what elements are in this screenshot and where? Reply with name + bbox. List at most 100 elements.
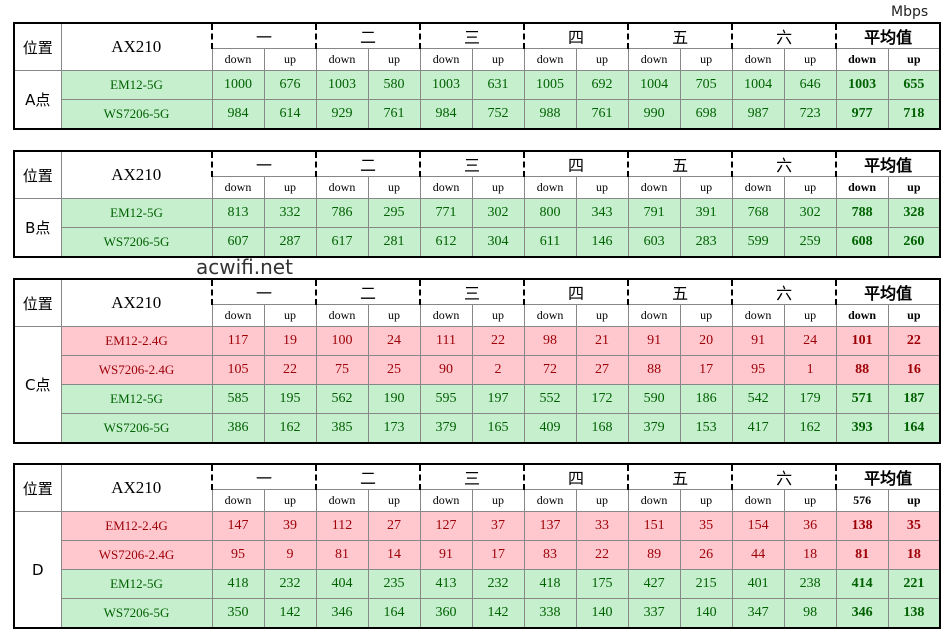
data-table: 位置 AX210 一二三四五六平均值 down up down up down up down up… <box>13 22 942 130</box>
value-cell: 409 <box>523 413 577 444</box>
value-cell: 552 <box>523 384 577 414</box>
value-cell: 146 <box>575 227 629 258</box>
group-header: 平均值 <box>835 150 942 177</box>
value-cell: 89 <box>627 540 681 570</box>
subheader: down <box>627 489 681 512</box>
subheader: down <box>835 304 889 327</box>
value-cell: 611 <box>523 227 577 258</box>
subheader: up <box>783 176 837 199</box>
subheader: down <box>523 489 577 512</box>
value-cell: 140 <box>575 598 629 629</box>
value-cell: 617 <box>315 227 369 258</box>
subheader: up <box>367 489 421 512</box>
value-cell: 287 <box>263 227 317 258</box>
value-cell: 929 <box>315 99 369 130</box>
value-cell: 259 <box>783 227 837 258</box>
value-cell: 138 <box>887 598 941 629</box>
group-header: 一 <box>210 278 318 305</box>
group-header: 五 <box>627 463 734 490</box>
value-cell: 9 <box>263 540 317 570</box>
subheader: up <box>887 48 941 71</box>
value-cell: 24 <box>367 326 421 356</box>
subheader: up <box>575 489 629 512</box>
value-cell: 1 <box>783 355 837 385</box>
subheader: up <box>263 304 317 327</box>
value-cell: 347 <box>731 598 785 629</box>
subheader: up <box>471 176 525 199</box>
device: WS7206-5G <box>60 99 213 130</box>
value-cell: 190 <box>367 384 421 414</box>
value-cell: 162 <box>263 413 317 444</box>
value-cell: 1000 <box>211 70 265 100</box>
value-cell: 813 <box>211 198 265 228</box>
subheader-row: down up down up down up down up down up down up down… <box>14 176 941 199</box>
value-cell: 676 <box>263 70 317 100</box>
value-cell: 404 <box>315 569 369 599</box>
value-cell: 260 <box>887 227 941 258</box>
value-cell: 44 <box>731 540 785 570</box>
data-row: A点 EM12-5G 1000 676 1003 580 1003 631 1005 692 100… <box>13 70 941 130</box>
value-cell: 98 <box>783 598 837 629</box>
value-cell: 698 <box>679 99 733 130</box>
subheader: up <box>367 48 421 71</box>
value-cell: 580 <box>367 70 421 100</box>
subheader: down <box>315 304 369 327</box>
group-header: 二 <box>315 22 422 49</box>
value-cell: 752 <box>471 99 525 130</box>
group-header: 六 <box>731 150 838 177</box>
value-cell: 418 <box>211 569 265 599</box>
group-header: 三 <box>419 278 526 305</box>
subheader-row: down up down up down up down up down up down up down… <box>14 48 941 71</box>
value-cell: 295 <box>367 198 421 228</box>
value-cell: 27 <box>575 355 629 385</box>
value-cell: 172 <box>575 384 629 414</box>
location: C点 <box>13 326 62 444</box>
subheader: down <box>627 304 681 327</box>
data-row: WS7206-5G 984 614 929 761 984 752 988 761 990 698 9… <box>14 99 941 130</box>
subheader: down <box>627 176 681 199</box>
header-row: 位置 AX210 一二三四五六平均值 <box>13 463 942 512</box>
subheader: down <box>419 176 473 199</box>
group-header: 五 <box>627 278 734 305</box>
value-cell: 162 <box>783 413 837 444</box>
subheader: down <box>627 48 681 71</box>
data-row: D EM12-2.4G 147 39 112 27 127 37 137 33 151 35 154 36… <box>13 511 941 629</box>
data-row: C点 EM12-2.4G 117 19 100 24 111 22 98 21 91 20 91 24 10… <box>13 326 941 444</box>
group-header: 二 <box>315 278 422 305</box>
value-cell: 33 <box>575 511 629 541</box>
value-cell: 595 <box>419 384 473 414</box>
subheader: down <box>211 489 265 512</box>
value-cell: 2 <box>471 355 525 385</box>
value-cell: 173 <box>367 413 421 444</box>
value-cell: 37 <box>471 511 525 541</box>
value-cell: 88 <box>835 355 889 385</box>
subheader: down <box>835 176 889 199</box>
value-cell: 22 <box>471 326 525 356</box>
group-header: 平均值 <box>835 278 942 305</box>
value-cell: 761 <box>575 99 629 130</box>
value-cell: 786 <box>315 198 369 228</box>
subheader: down <box>211 176 265 199</box>
value-cell: 16 <box>887 355 941 385</box>
value-cell: 413 <box>419 569 473 599</box>
value-cell: 655 <box>887 70 941 100</box>
location-header: 位置 <box>13 150 62 199</box>
data-row: WS7206-5G 386 162 385 173 379 165 409 168 379 153 4… <box>14 413 941 444</box>
value-cell: 1004 <box>627 70 681 100</box>
value-cell: 692 <box>575 70 629 100</box>
value-cell: 105 <box>211 355 265 385</box>
subheader: up <box>679 304 733 327</box>
value-cell: 111 <box>419 326 473 356</box>
value-cell: 91 <box>419 540 473 570</box>
subheader: down <box>835 48 889 71</box>
group-header: 三 <box>419 150 526 177</box>
location-header: 位置 <box>13 278 62 327</box>
subheader-row: down up down up down up down up down up down up down… <box>14 304 941 327</box>
group-header: 六 <box>731 278 838 305</box>
value-cell: 127 <box>419 511 473 541</box>
data-row: WS7206-5G 607 287 617 281 612 304 611 146 603 283 5… <box>14 227 941 258</box>
subheader: up <box>783 304 837 327</box>
value-cell: 75 <box>315 355 369 385</box>
header-row: 位置 AX210 一二三四五六平均值 <box>13 150 942 199</box>
